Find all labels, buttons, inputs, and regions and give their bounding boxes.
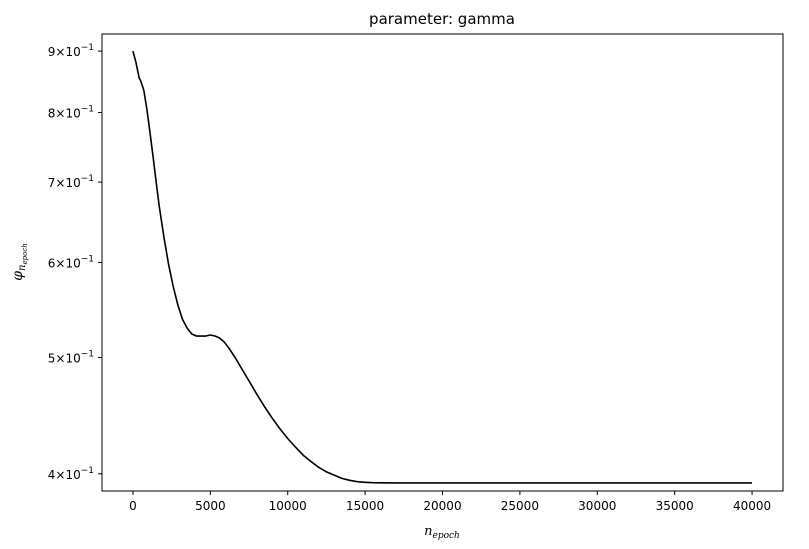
x-tick-label: 0 xyxy=(129,499,137,513)
y-axis-label-subsubscript: epoch xyxy=(21,243,29,264)
y-tick-label: 9×10−1 xyxy=(48,43,94,59)
x-tick-label: 30000 xyxy=(578,499,616,513)
x-axis-label: nepoch xyxy=(424,524,460,541)
y-tick-exponent: −1 xyxy=(81,174,94,184)
y-tick-exponent: −1 xyxy=(81,254,94,264)
y-tick-mantissa: 5 xyxy=(48,351,56,365)
x-tick-label: 35000 xyxy=(656,499,694,513)
y-tick-times-ten: ×10 xyxy=(55,176,80,190)
y-tick-exponent: −1 xyxy=(81,466,94,476)
y-tick-label: 6×10−1 xyxy=(48,254,94,270)
y-tick-mantissa: 7 xyxy=(48,176,56,190)
y-tick-times-ten: ×10 xyxy=(55,256,80,270)
y-axis-label-subscript: n xyxy=(17,265,28,271)
y-tick-mantissa: 9 xyxy=(48,45,56,59)
y-tick-times-ten: ×10 xyxy=(55,351,80,365)
x-axis-label-base: n xyxy=(424,524,432,539)
y-tick-times-ten: ×10 xyxy=(55,106,80,120)
y-tick-mantissa: 6 xyxy=(48,256,56,270)
x-tick-label: 25000 xyxy=(501,499,539,513)
x-tick-label: 40000 xyxy=(733,499,771,513)
y-tick-exponent: −1 xyxy=(81,43,94,53)
series-layer xyxy=(132,50,753,484)
x-tick-label: 5000 xyxy=(195,499,226,513)
y-axis: 4×10−15×10−16×10−17×10−18×10−19×10−1 xyxy=(48,43,102,482)
x-axis: 0 5000 10000 15000 20000 25000 30000 35000 40000 xyxy=(129,491,771,513)
y-tick-mantissa: 4 xyxy=(48,468,56,482)
y-axis-label: φnepoch xyxy=(10,243,29,281)
y-tick-mantissa: 8 xyxy=(48,106,56,120)
x-tick-label: 15000 xyxy=(346,499,384,513)
y-tick-label: 8×10−1 xyxy=(48,104,94,120)
series-line-0 xyxy=(132,50,753,484)
x-axis-label-subscript: epoch xyxy=(433,531,460,541)
x-tick-label: 10000 xyxy=(269,499,307,513)
y-tick-exponent: −1 xyxy=(81,104,94,114)
y-tick-label: 5×10−1 xyxy=(48,349,94,365)
y-axis-label-group: φnepoch xyxy=(10,243,29,281)
y-axis-label-base: φ xyxy=(10,271,26,281)
y-tick-times-ten: ×10 xyxy=(55,468,80,482)
y-tick-label: 7×10−1 xyxy=(48,174,94,190)
y-tick-times-ten: ×10 xyxy=(55,45,80,59)
y-tick-label: 4×10−1 xyxy=(48,466,94,482)
plot-background xyxy=(102,34,783,491)
x-tick-label: 20000 xyxy=(423,499,461,513)
chart-title: parameter: gamma xyxy=(369,10,515,28)
y-tick-exponent: −1 xyxy=(81,349,94,359)
